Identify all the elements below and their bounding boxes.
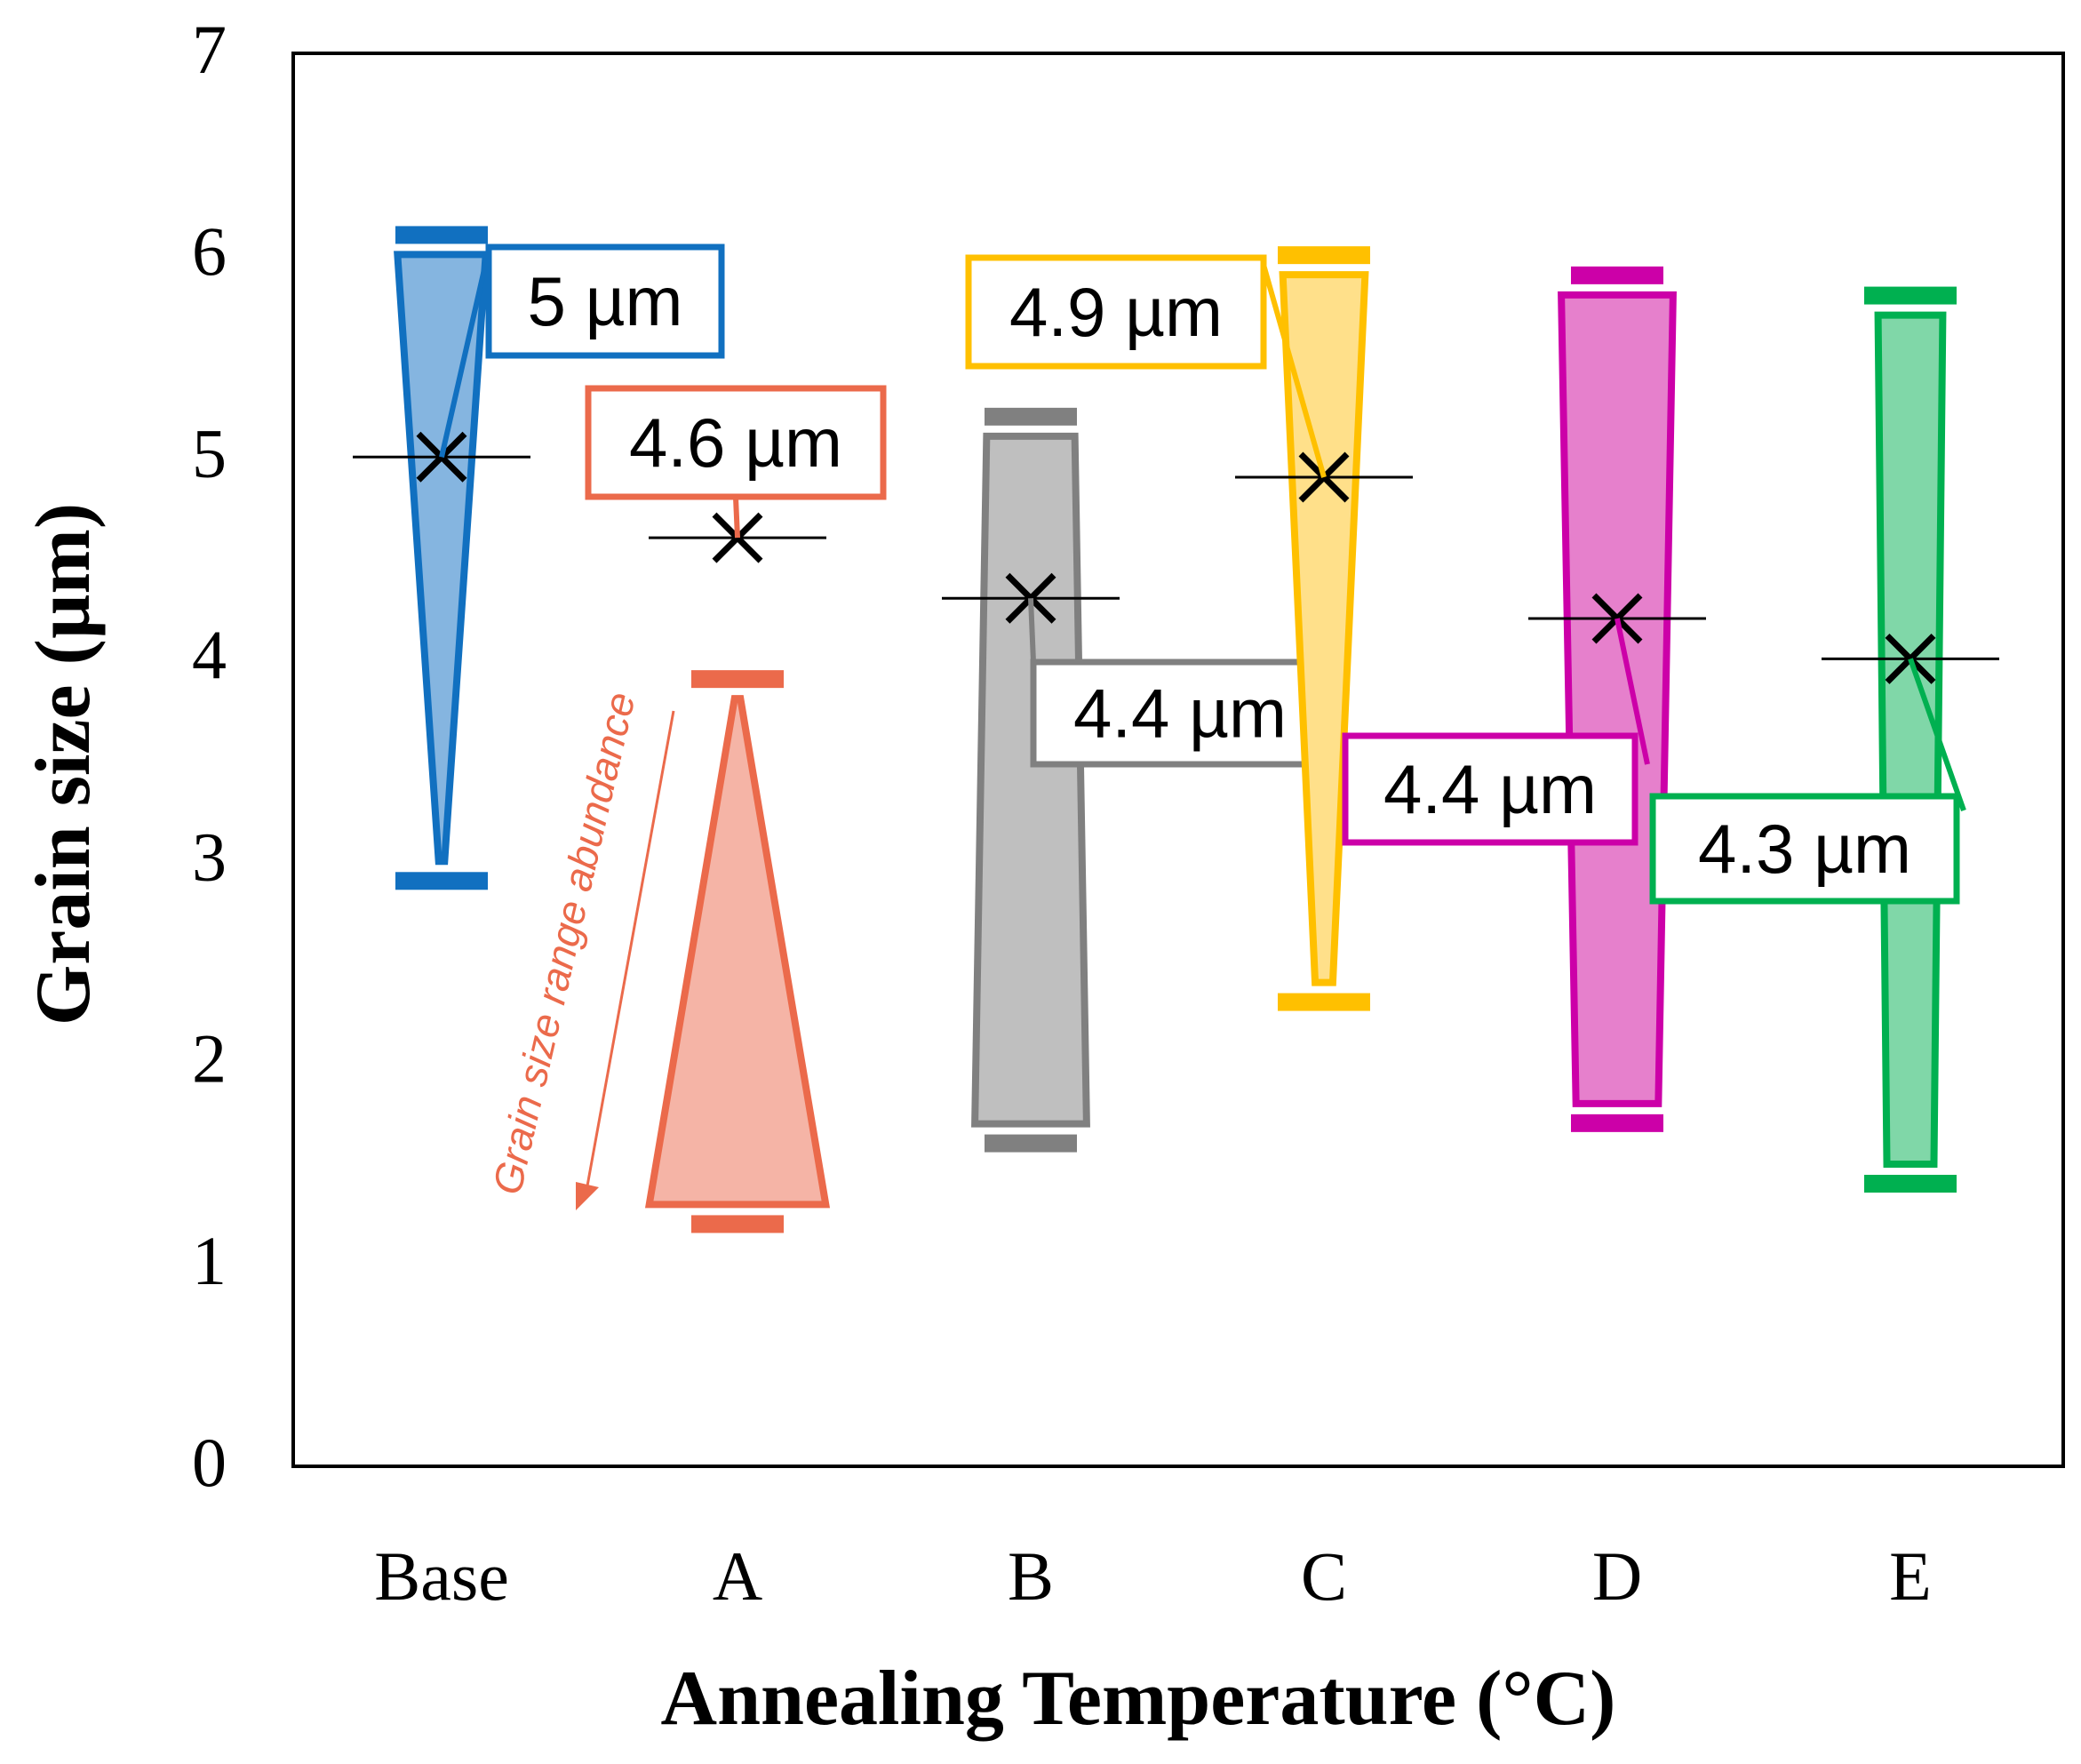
y-tick-label-5: 5 (192, 414, 227, 491)
y-tick-label-4: 4 (192, 616, 227, 693)
abundance-annotation: Grain size range abundance (483, 688, 675, 1210)
min-cap-e (1864, 1175, 1957, 1193)
mean-label-box-c (965, 254, 1267, 370)
violin-b (971, 432, 1090, 1128)
abundance-annotation-text: Grain size range abundance (483, 688, 644, 1199)
x-axis-ticks: Base A B C D E (374, 1537, 1932, 1615)
max-cap-d (1571, 266, 1663, 284)
leader-line-a (733, 497, 740, 539)
violin-e (1874, 311, 1947, 1168)
plot-layer: 5 µm 4.6 µm 4.4 µm 4.9 µm 4.4 µm 4.3 µm Grain … (353, 226, 1999, 1233)
leader-line-c (1261, 264, 1327, 478)
violin-base (394, 251, 490, 866)
leader-line-e (1908, 658, 1966, 811)
min-cap-c (1278, 993, 1370, 1011)
min-cap-a (691, 1215, 784, 1233)
max-cap-c (1278, 246, 1370, 265)
mean-marker-base (416, 431, 467, 483)
mean-marker-a (712, 512, 763, 563)
y-tick-label-3: 3 (192, 818, 227, 896)
x-tick-label-a: A (713, 1537, 762, 1615)
mean-label-box-b (1030, 659, 1330, 768)
mean-label-d: 4.4 µm (1383, 750, 1597, 828)
leader-line-b (1028, 598, 1036, 663)
mean-label-box-e (1649, 793, 1960, 905)
max-cap-a (691, 670, 784, 689)
y-tick-label-1: 1 (192, 1222, 227, 1299)
x-tick-label-e: E (1889, 1537, 1932, 1615)
abundance-arrow-line (585, 710, 675, 1192)
mean-label-box-a (585, 385, 887, 500)
mean-label-box-base (485, 243, 725, 359)
mean-label-e: 4.3 µm (1698, 810, 1911, 888)
violin-c (1279, 271, 1369, 986)
y-tick-label-7: 7 (192, 11, 227, 88)
x-axis-title: Annealing Temperature (°C) (661, 1656, 1616, 1742)
y-axis-ticks: 0 1 2 3 4 5 6 7 (192, 11, 227, 1501)
mean-label-b: 4.4 µm (1073, 674, 1287, 753)
leader-line-d (1615, 618, 1650, 765)
mean-label-base: 5 µm (528, 262, 683, 340)
max-cap-base (395, 226, 488, 244)
max-cap-b (985, 407, 1077, 426)
min-cap-d (1571, 1113, 1663, 1132)
x-tick-label-base: Base (374, 1537, 509, 1615)
x-tick-label-d: D (1592, 1537, 1642, 1615)
leader-line-base (439, 257, 490, 458)
y-axis-title: Grain size (µm) (20, 503, 107, 1026)
x-tick-label-c: C (1301, 1537, 1347, 1615)
abundance-arrow-head (576, 1182, 599, 1210)
max-cap-e (1864, 286, 1957, 305)
min-cap-b (985, 1134, 1077, 1153)
violin-d (1558, 291, 1677, 1107)
y-tick-label-0: 0 (192, 1424, 227, 1501)
plot-frame (291, 52, 2065, 1468)
min-cap-base (395, 872, 488, 890)
mean-label-c: 4.9 µm (1009, 273, 1223, 351)
y-tick-label-6: 6 (192, 212, 227, 290)
mean-label-box-d (1342, 732, 1638, 846)
x-tick-label-b: B (1008, 1537, 1054, 1615)
y-tick-label-2: 2 (192, 1020, 227, 1098)
mean-label-a: 4.6 µm (629, 403, 842, 482)
violin-a (644, 695, 831, 1209)
